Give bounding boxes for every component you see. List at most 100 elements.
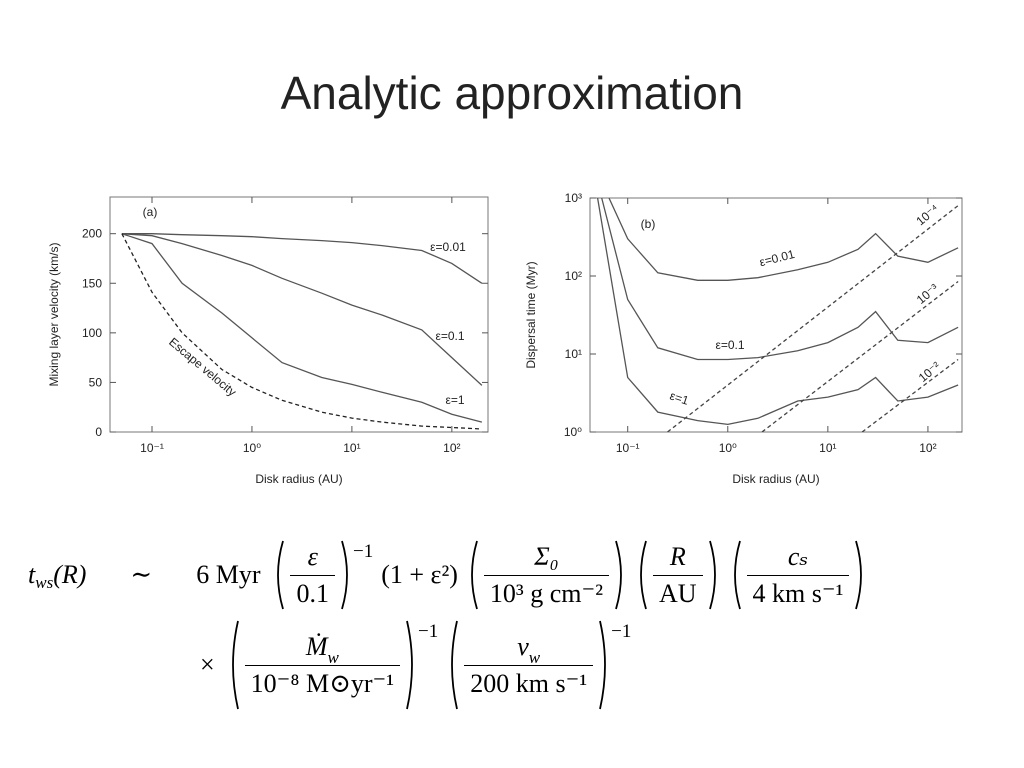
paren xyxy=(341,540,348,610)
x-tick-label: 10⁻¹ xyxy=(616,441,640,455)
x-tick-label: 10¹ xyxy=(343,441,360,455)
eq-fraction: cₛ 4 km s⁻¹ xyxy=(746,541,850,609)
eq-numerator-text: v xyxy=(517,631,529,661)
series-line xyxy=(121,233,483,423)
chart-panel: 10⁻¹ 10⁰ 10¹ 10² 10⁰ 10¹ 10² 10³ ε=0.01 ε=0.1 ε=1 1… xyxy=(524,191,963,486)
eq-fraction: Ṁw 10⁻⁸ M⊙yr⁻¹ xyxy=(244,631,401,699)
y-axis-title: Mixing layer velocity (km/s) xyxy=(47,242,61,386)
paren xyxy=(231,620,239,710)
y-tick-label: 50 xyxy=(89,375,103,389)
eq-denominator: 10⁻⁸ M⊙yr⁻¹ xyxy=(250,668,395,698)
series-line xyxy=(608,198,959,281)
curve-label: ε=0.01 xyxy=(430,240,466,254)
eq-denominator: 200 km s⁻¹ xyxy=(470,668,588,698)
paren xyxy=(599,620,607,710)
eq-fraction: ε 0.1 xyxy=(290,542,335,609)
y-tick-label: 0 xyxy=(95,425,102,439)
eq-factor: Σ₀ 10³ g cm⁻² xyxy=(466,539,627,611)
paren-stroke xyxy=(855,540,863,610)
eq-factor: R AU xyxy=(635,539,721,611)
paren-stroke xyxy=(341,540,348,610)
eq-numerator-text: Σ₀ xyxy=(534,541,559,571)
paren xyxy=(451,620,459,710)
eq-factor: vw 200 km s⁻¹ −1 xyxy=(446,619,631,711)
paren-stroke xyxy=(615,540,622,610)
panel-label: (a) xyxy=(143,205,158,219)
series-line xyxy=(121,233,482,430)
curve-label: 10⁻³ xyxy=(914,281,941,307)
eq-factor: (1 + ε²) xyxy=(381,560,458,590)
paren-stroke xyxy=(708,540,716,610)
paren-stroke xyxy=(231,620,239,710)
x-tick-label: 10⁰ xyxy=(243,441,261,455)
eq-factors: ε 0.1 −1 (1 + ε²) Σ₀ 10³ g cm⁻² R AU cₛ 4 km s⁻¹ xyxy=(268,539,871,611)
panel-label: (b) xyxy=(641,217,656,231)
eq-numerator-text: cₛ xyxy=(787,541,809,571)
eq-numerator: Σ₀ xyxy=(528,542,565,575)
x-tick-label: 10⁰ xyxy=(719,441,737,455)
x-tick-label: 10⁻¹ xyxy=(140,441,164,455)
x-tick-label: 10² xyxy=(919,441,936,455)
plot-frame xyxy=(109,196,489,433)
curve-label: Escape velocity xyxy=(166,335,239,399)
fraction-bar xyxy=(290,574,335,576)
eq-numerator: R xyxy=(664,542,692,575)
y-tick-label: 10⁰ xyxy=(564,425,582,439)
equation-line-2: × Ṁw 10⁻⁸ M⊙yr⁻¹ −1 vw 200 km s⁻¹ −1 xyxy=(200,615,635,715)
curve-label: ε=0.1 xyxy=(435,329,464,343)
equation-line-1: t ws (R) ∼ 6 Myr ε 0.1 −1 (1 + ε²) Σ₀ 10³ g c… xyxy=(28,530,871,620)
curve-label: 10⁻² xyxy=(916,359,943,385)
fraction-bar xyxy=(652,574,703,576)
paren xyxy=(855,540,863,610)
paren xyxy=(471,540,478,610)
curve-label: 10⁻⁴ xyxy=(913,202,941,229)
eq-exponent: −1 xyxy=(611,621,632,642)
paren-stroke xyxy=(733,540,741,610)
y-tick-label: 10³ xyxy=(565,191,582,205)
eq-factors: Ṁw 10⁻⁸ M⊙yr⁻¹ −1 vw 200 km s⁻¹ −1 xyxy=(223,619,636,711)
paren xyxy=(640,540,647,610)
eq-numerator-text: Ṁ xyxy=(305,631,328,661)
eq-fraction: R AU xyxy=(652,542,703,609)
curve-label: ε=1 xyxy=(668,389,691,408)
eq-relation: ∼ xyxy=(130,560,153,589)
eq-subscript: w xyxy=(327,647,339,667)
fraction-bar xyxy=(244,664,401,666)
paren-stroke xyxy=(640,540,647,610)
series-line xyxy=(596,198,959,426)
eq-fraction: vw 200 km s⁻¹ xyxy=(464,631,594,699)
paren xyxy=(406,620,413,710)
curve-label: ε=0.1 xyxy=(715,338,744,352)
eq-denominator: 10³ g cm⁻² xyxy=(489,578,603,608)
paren-stroke xyxy=(406,620,413,710)
paren-stroke xyxy=(277,540,285,610)
eq-denominator: AU xyxy=(658,578,697,608)
chart-panel: 10⁻¹ 10⁰ 10¹ 10² 0 50 100 150 200 ε=0.01 ε=0.1 ε=1 E… xyxy=(47,196,489,486)
fraction-bar xyxy=(746,574,850,576)
eq-denominator: 0.1 xyxy=(296,578,329,608)
fraction-bar xyxy=(483,574,609,576)
y-tick-label: 10¹ xyxy=(565,347,582,361)
series-line xyxy=(761,280,959,432)
eq-exponent: −1 xyxy=(418,621,439,642)
series-line xyxy=(121,233,483,386)
eq-exponent: −1 xyxy=(352,541,374,562)
series-line xyxy=(861,358,959,432)
curve-label: ε=0.01 xyxy=(758,247,796,269)
paren xyxy=(615,540,622,610)
y-tick-label: 10² xyxy=(565,269,582,283)
x-axis-title: Disk radius (AU) xyxy=(255,472,342,486)
plot-frame xyxy=(589,197,963,433)
eq-operator: × xyxy=(200,650,215,679)
series-line xyxy=(601,198,959,361)
paren-stroke xyxy=(471,540,478,610)
eq-numerator-text: R xyxy=(669,541,686,571)
x-axis-title: Disk radius (AU) xyxy=(732,472,819,486)
eq-numerator: Ṁw xyxy=(300,631,345,667)
paren-stroke xyxy=(599,620,607,710)
y-tick-label: 150 xyxy=(82,276,102,290)
eq-numerator-text: ε xyxy=(307,541,318,571)
slide-title: Analytic approximation xyxy=(281,67,744,119)
